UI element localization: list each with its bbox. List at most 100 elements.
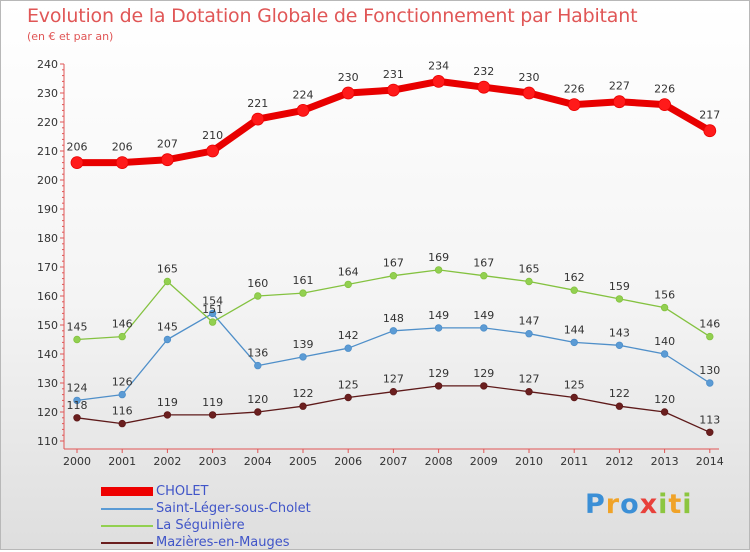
data-label-la-seguiniere: 146 — [699, 318, 720, 331]
data-label-saint-leger: 126 — [112, 376, 133, 389]
x-tick-label: 2008 — [425, 455, 453, 468]
y-tick-label: 220 — [37, 116, 58, 129]
data-label-saint-leger: 139 — [293, 338, 314, 351]
data-label-saint-leger: 124 — [67, 381, 88, 394]
data-label-mazieres: 127 — [519, 373, 540, 386]
data-point-cholet — [522, 86, 536, 100]
chart-legend: CHOLET Saint-Léger-sous-Cholet La Séguin… — [101, 484, 361, 552]
logo-letter: r — [605, 489, 621, 520]
data-label-cholet: 234 — [428, 59, 449, 72]
data-point-cholet — [70, 156, 84, 170]
data-label-saint-leger: 145 — [157, 321, 178, 334]
legend-item-saint-leger: Saint-Léger-sous-Cholet — [101, 501, 361, 518]
data-point-cholet — [613, 95, 626, 109]
data-point-la-seguiniere — [660, 303, 669, 312]
logo-letter: i — [682, 489, 693, 520]
data-label-cholet: 232 — [473, 65, 494, 78]
x-tick-label: 2003 — [199, 455, 227, 468]
data-point-cholet — [567, 98, 581, 111]
data-label-mazieres: 129 — [473, 367, 494, 380]
data-label-la-seguiniere: 145 — [67, 321, 88, 334]
chart-title: Evolution de la Dotation Globale de Fonc… — [27, 5, 638, 27]
data-point-saint-leger — [525, 330, 533, 338]
data-label-la-seguiniere: 159 — [609, 280, 630, 293]
data-point-la-seguiniere — [434, 266, 443, 274]
data-label-saint-leger: 140 — [654, 335, 675, 348]
data-label-mazieres: 122 — [293, 387, 314, 400]
data-label-mazieres: 125 — [564, 379, 585, 392]
y-tick-label: 210 — [37, 145, 58, 158]
logo-letter: x — [639, 489, 659, 520]
data-point-mazieres — [480, 382, 488, 390]
data-label-la-seguiniere: 169 — [428, 251, 449, 264]
x-tick-label: 2010 — [515, 455, 543, 468]
data-point-cholet — [296, 104, 310, 117]
data-label-la-seguiniere: 156 — [654, 289, 675, 302]
data-point-saint-leger — [254, 361, 262, 370]
x-tick-label: 2002 — [153, 455, 181, 468]
data-point-mazieres — [660, 408, 669, 416]
data-label-la-seguiniere: 167 — [383, 257, 404, 270]
legend-item-mazieres: Mazières-en-Mauges — [101, 535, 361, 552]
data-point-la-seguiniere — [254, 292, 262, 300]
data-point-mazieres — [525, 388, 533, 396]
y-tick-label: 130 — [37, 377, 58, 390]
data-label-la-seguiniere: 165 — [519, 263, 540, 276]
data-label-mazieres: 127 — [383, 373, 404, 386]
data-label-la-seguiniere: 165 — [157, 263, 178, 276]
data-label-saint-leger: 147 — [519, 315, 540, 328]
data-point-saint-leger — [344, 344, 352, 352]
data-label-saint-leger: 130 — [699, 364, 720, 377]
data-point-la-seguiniere — [706, 332, 714, 341]
data-label-la-seguiniere: 167 — [473, 257, 494, 270]
legend-swatch-la-seguiniere — [101, 525, 153, 527]
logo-letter: i — [658, 489, 669, 520]
data-label-cholet: 230 — [338, 71, 359, 84]
proxiti-logo: Proxiti — [585, 489, 693, 520]
legend-label: Saint-Léger-sous-Cholet — [156, 501, 311, 516]
data-point-cholet — [477, 80, 491, 94]
data-point-mazieres — [163, 411, 172, 419]
data-point-mazieres — [254, 408, 262, 416]
data-label-saint-leger: 142 — [338, 329, 359, 342]
data-label-mazieres: 120 — [654, 393, 675, 406]
data-label-cholet: 226 — [654, 83, 675, 96]
y-tick-label: 240 — [37, 58, 58, 71]
data-point-mazieres — [73, 414, 81, 422]
data-point-saint-leger — [434, 324, 443, 332]
data-label-cholet: 226 — [564, 83, 585, 96]
data-point-la-seguiniere — [344, 280, 352, 289]
data-point-saint-leger — [208, 309, 217, 318]
data-label-mazieres: 119 — [157, 396, 178, 409]
y-tick-label: 170 — [37, 261, 58, 274]
data-point-saint-leger — [389, 327, 398, 335]
data-point-cholet — [160, 153, 174, 167]
data-label-mazieres: 125 — [338, 379, 359, 392]
data-point-la-seguiniere — [118, 332, 126, 341]
data-point-mazieres — [118, 419, 126, 428]
legend-swatch-cholet — [101, 487, 153, 496]
data-point-saint-leger — [73, 396, 81, 405]
y-tick-label: 110 — [37, 435, 58, 448]
legend-item-cholet: CHOLET — [101, 484, 361, 501]
data-label-cholet: 207 — [157, 138, 178, 151]
data-point-cholet — [432, 75, 446, 88]
data-label-cholet: 221 — [247, 97, 268, 110]
data-point-la-seguiniere — [389, 272, 398, 280]
y-tick-label: 120 — [37, 406, 58, 419]
data-point-saint-leger — [706, 379, 714, 387]
data-label-mazieres: 122 — [609, 387, 630, 400]
y-tick-label: 150 — [37, 319, 58, 332]
data-point-saint-leger — [299, 353, 307, 361]
data-label-mazieres: 113 — [699, 413, 720, 426]
legend-swatch-saint-leger — [101, 508, 153, 510]
data-label-saint-leger: 149 — [473, 309, 494, 322]
data-point-mazieres — [706, 428, 714, 436]
data-label-mazieres: 118 — [67, 399, 88, 412]
data-point-mazieres — [389, 388, 398, 396]
data-point-mazieres — [299, 402, 307, 410]
y-tick-label: 200 — [37, 174, 58, 187]
data-label-cholet: 210 — [202, 129, 223, 142]
x-tick-label: 2011 — [560, 455, 588, 468]
